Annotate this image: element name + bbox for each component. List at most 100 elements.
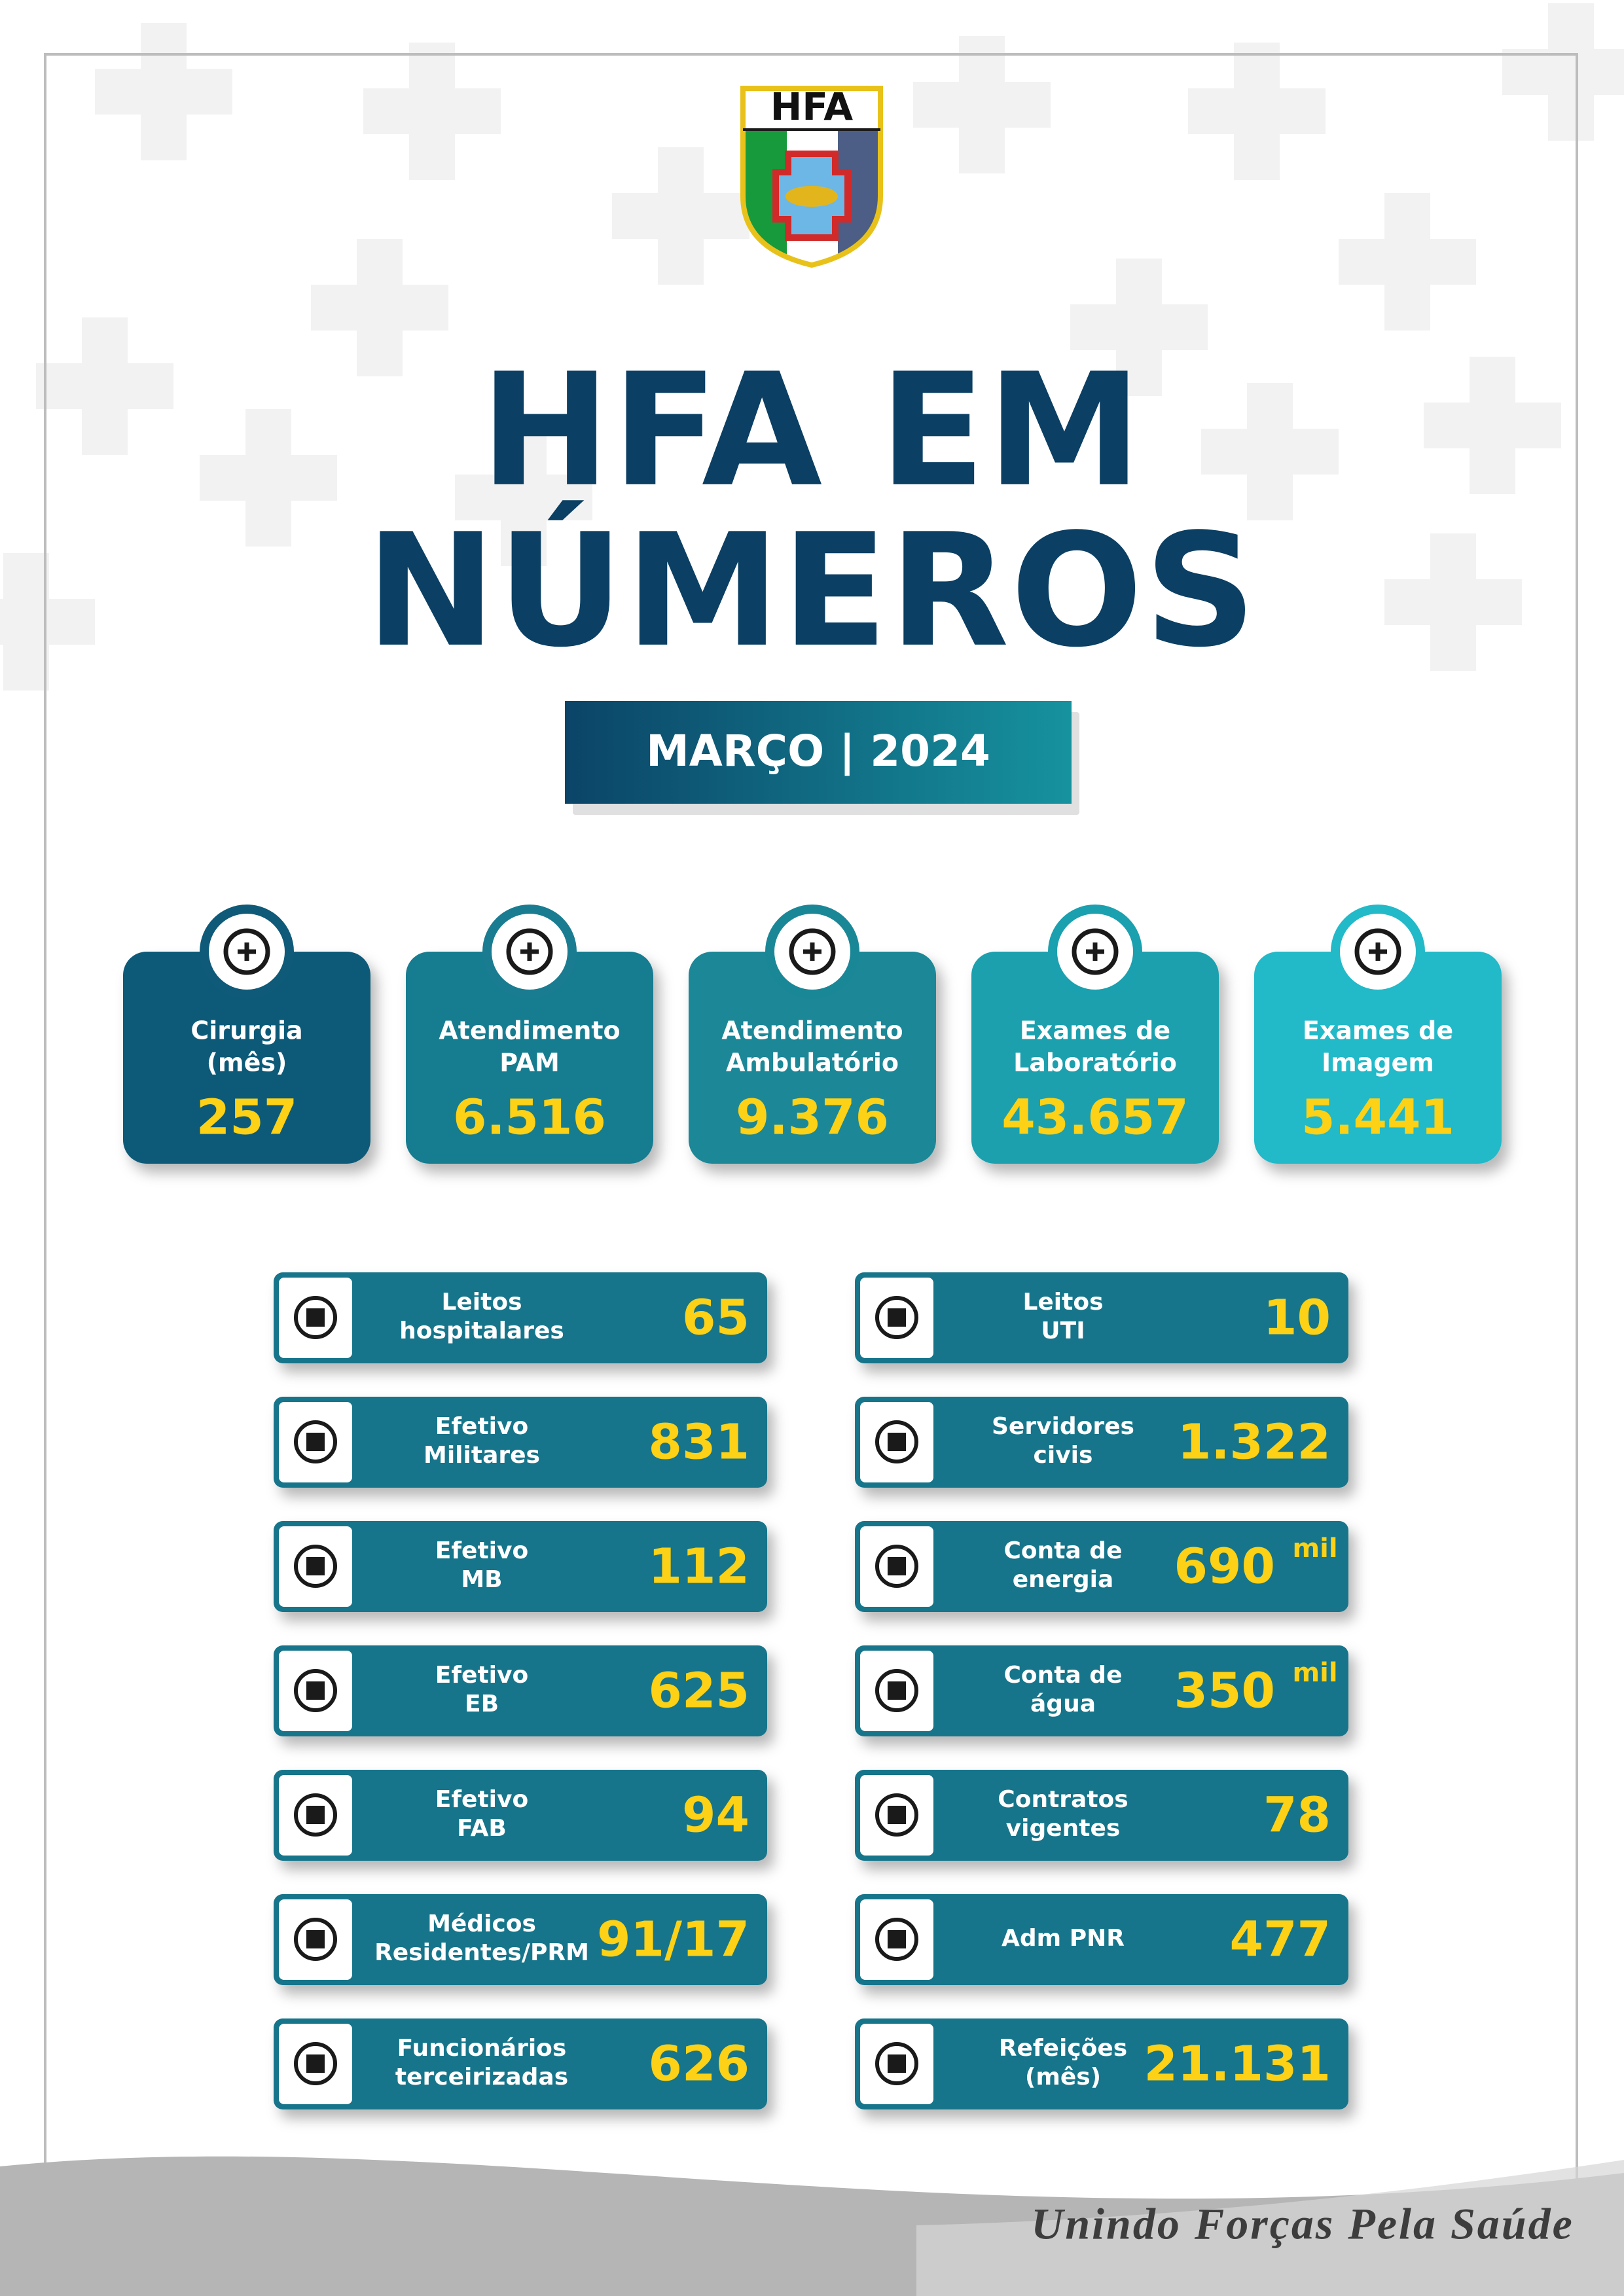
row-icon xyxy=(875,1420,918,1463)
card-value: 5.441 xyxy=(1301,1090,1454,1146)
row-icon-detail xyxy=(888,1557,906,1575)
row-icon-detail xyxy=(306,1681,325,1700)
row-label: Funcionários xyxy=(397,2035,567,2062)
row-label: Leitos xyxy=(1022,1289,1103,1316)
card-box xyxy=(971,952,1219,1164)
row-label: Efetivo xyxy=(435,1786,528,1813)
row-label: Leitos xyxy=(441,1289,522,1316)
row-label: Efetivo xyxy=(435,1662,528,1689)
row-icon xyxy=(294,1793,337,1837)
row-label: FAB xyxy=(457,1815,507,1842)
row-label: Refeições xyxy=(999,2035,1127,2062)
card-icon-detail xyxy=(803,942,821,961)
stat-row: Refeições(mês) 21.131 xyxy=(855,2018,1348,2109)
row-icon-detail xyxy=(306,2054,325,2073)
card-label: Ambulatório xyxy=(726,1049,899,1077)
row-label: Conta de xyxy=(1003,1537,1122,1564)
row-label: Adm PNR xyxy=(1001,1925,1125,1952)
row-unit: mil xyxy=(1292,1658,1337,1688)
row-icon xyxy=(875,2042,918,2085)
card-label: Imagem xyxy=(1322,1049,1434,1077)
card-label: Cirurgia xyxy=(190,1016,302,1045)
row-icon xyxy=(875,1669,918,1712)
row-value: 21.131 xyxy=(1144,2036,1331,2092)
card-value: 6.516 xyxy=(453,1090,606,1146)
row-icon xyxy=(294,1918,337,1961)
footer-slogan: Unindo Forças Pela Saúde xyxy=(1031,2199,1574,2249)
logo: HFA xyxy=(740,84,883,268)
row-label: Servidores xyxy=(992,1413,1134,1440)
row-label: EB xyxy=(465,1691,499,1717)
row-icon xyxy=(294,1545,337,1588)
card-label: PAM xyxy=(499,1049,560,1077)
row-value: 10 xyxy=(1263,1290,1331,1346)
stat-row: Adm PNR 477 xyxy=(855,1894,1348,1985)
title-line: NÚMEROS xyxy=(366,500,1258,682)
row-value: 94 xyxy=(682,1787,749,1844)
row-icon-detail xyxy=(306,1557,325,1575)
row-icon-detail xyxy=(888,2054,906,2073)
row-box xyxy=(855,1397,1348,1488)
card-icon-detail xyxy=(1369,942,1387,961)
row-box xyxy=(855,1521,1348,1612)
row-value: 625 xyxy=(649,1663,749,1719)
row-label: hospitalares xyxy=(399,1318,564,1344)
card-label: Exames de xyxy=(1020,1016,1170,1045)
row-box xyxy=(274,2018,767,2109)
row-icon-detail xyxy=(306,1433,325,1451)
row-value: 78 xyxy=(1263,1787,1331,1844)
card-box xyxy=(406,952,653,1164)
row-label: Médicos xyxy=(427,1910,536,1937)
card-icon xyxy=(506,928,553,975)
row-label: UTI xyxy=(1041,1318,1085,1344)
row-icon xyxy=(875,1918,918,1961)
row-value: 112 xyxy=(649,1539,749,1595)
stat-card: Cirurgia (mês) 257 xyxy=(123,905,370,1164)
title-line: HFA EM xyxy=(480,340,1144,522)
row-box xyxy=(855,1272,1348,1363)
footer-wave-light xyxy=(916,2160,1624,2296)
row-box xyxy=(855,1894,1348,1985)
subtitle: MARÇO | 2024 xyxy=(646,726,990,777)
row-value: 65 xyxy=(682,1290,749,1346)
row-icon-detail xyxy=(888,1308,906,1327)
row-label: (mês) xyxy=(1025,2064,1101,2090)
card-box xyxy=(1254,952,1502,1164)
row-value: 690 xyxy=(1174,1539,1275,1595)
row-value: 626 xyxy=(649,2036,749,2092)
row-label: Militares xyxy=(424,1442,540,1469)
row-unit: mil xyxy=(1292,1534,1337,1564)
row-label: terceirizadas xyxy=(395,2064,568,2090)
stat-card: Exames de Imagem 5.441 xyxy=(1254,905,1502,1164)
row-label: civis xyxy=(1034,1442,1093,1469)
row-label: MB xyxy=(461,1566,502,1593)
row-label: Conta de xyxy=(1003,1662,1122,1689)
stat-card: Atendimento PAM 6.516 xyxy=(406,905,653,1164)
row-icon-detail xyxy=(888,1806,906,1824)
row-icon xyxy=(294,1420,337,1463)
row-box xyxy=(855,1770,1348,1861)
row-icon xyxy=(875,1793,918,1837)
row-value: 1.322 xyxy=(1178,1414,1331,1471)
row-label: Residentes/PRM xyxy=(374,1939,589,1966)
row-value: 350 xyxy=(1174,1663,1275,1719)
row-value: 477 xyxy=(1230,1912,1331,1968)
row-label: energia xyxy=(1013,1566,1114,1593)
card-label: Atendimento xyxy=(439,1016,620,1045)
row-box xyxy=(855,2018,1348,2109)
row-icon-detail xyxy=(888,1681,906,1700)
row-box xyxy=(274,1645,767,1736)
row-icon-detail xyxy=(306,1308,325,1327)
row-icon xyxy=(294,2042,337,2085)
card-icon xyxy=(1072,928,1119,975)
row-value: 831 xyxy=(649,1414,749,1471)
